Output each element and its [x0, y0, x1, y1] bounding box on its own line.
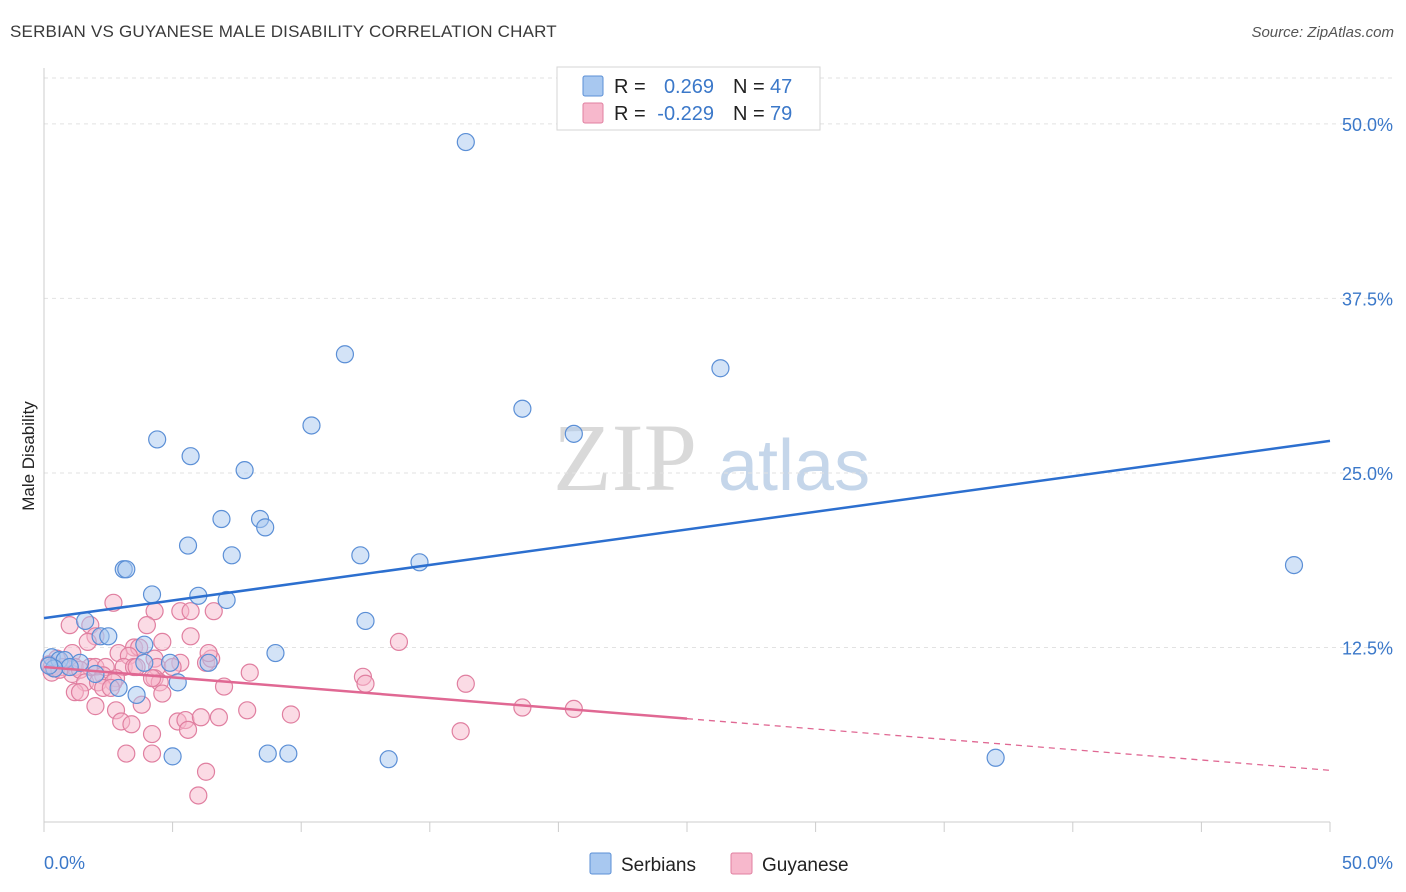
guyanese-points	[40, 593, 583, 805]
guyanese-point	[178, 720, 198, 739]
guyanese-trend-extension	[686, 718, 1331, 771]
guyanese-point	[389, 632, 409, 651]
serbians-trend-line	[43, 439, 1331, 620]
serbian-point	[135, 653, 154, 672]
guyanese-point	[281, 705, 301, 724]
chart-title: SERBIAN VS GUYANESE MALE DISABILITY CORR…	[10, 22, 557, 41]
stats-legend: R = 0.269 N = 47 R = -0.229 N = 79	[556, 66, 821, 131]
serbian-point	[266, 643, 285, 663]
serbian-point	[178, 536, 198, 555]
guyanese-point	[513, 698, 532, 717]
serbian-point	[148, 430, 167, 449]
serbian-point	[711, 359, 730, 378]
y-axis-label: Male Disability	[19, 401, 38, 511]
guyanese-point	[137, 616, 156, 635]
serbian-point	[40, 656, 59, 675]
serbian-point	[351, 546, 370, 565]
guyanese-n-label: N =	[733, 103, 765, 125]
serbians-points	[40, 132, 1304, 769]
guyanese-point	[60, 616, 79, 635]
guyanese-point	[209, 708, 228, 727]
serbian-point	[135, 635, 154, 654]
source-label: Source: ZipAtlas.com	[1251, 24, 1394, 41]
guyanese-point	[204, 602, 223, 621]
serbian-point	[60, 657, 79, 677]
guyanese-r-value: -0.229	[657, 103, 714, 125]
series-legend: Serbians Guyanese	[589, 852, 849, 876]
serbians-n-value: 47	[770, 76, 792, 98]
serbian-point	[379, 750, 398, 769]
serbian-point	[279, 744, 298, 763]
serbian-point	[212, 509, 231, 529]
y-tick-label: 37.5%	[1342, 289, 1393, 309]
watermark-atlas: atlas	[718, 426, 870, 506]
serbian-point	[256, 518, 275, 537]
guyanese-point	[142, 744, 162, 763]
serbian-point	[117, 560, 136, 579]
serbian-point	[513, 399, 532, 418]
serbians-r-label: R =	[614, 76, 646, 98]
x-tick-label-max: 50.0%	[1342, 853, 1393, 873]
serbian-point	[986, 748, 1005, 767]
y-tick-label: 12.5%	[1342, 638, 1393, 658]
serbian-point	[217, 590, 236, 610]
y-tick-label: 25.0%	[1342, 464, 1393, 484]
guyanese-point	[86, 697, 105, 716]
serbian-point	[142, 585, 162, 604]
guyanese-point	[240, 663, 259, 682]
x-tick-label-min: 0.0%	[44, 853, 85, 873]
guyanese-point	[181, 627, 200, 646]
guyanese-point	[142, 669, 162, 688]
serbian-point	[127, 685, 146, 705]
guyanese-point	[356, 674, 375, 693]
guyanese-point	[189, 786, 208, 805]
serbian-point	[1284, 555, 1304, 575]
guyanese-point	[191, 708, 210, 727]
serbian-point	[456, 132, 475, 152]
legend-guyanese-label: Guyanese	[762, 855, 849, 876]
serbian-point	[109, 678, 128, 698]
guyanese-point	[153, 684, 172, 703]
serbian-point	[76, 611, 95, 631]
guyanese-point	[70, 683, 90, 702]
watermark-zip: ZIP	[553, 404, 697, 511]
serbian-point	[335, 345, 355, 364]
guyanese-point	[238, 701, 257, 720]
guyanese-point	[153, 632, 172, 651]
serbian-point	[222, 546, 241, 565]
y-axis-tick-labels: 12.5% 25.0% 37.5% 50.0%	[1342, 115, 1393, 659]
serbian-point	[99, 627, 118, 646]
y-tick-label: 50.0%	[1342, 115, 1393, 135]
serbians-swatch	[582, 75, 604, 97]
serbian-point	[302, 416, 321, 435]
guyanese-point	[181, 602, 200, 621]
x-axis-ticks	[43, 822, 1331, 832]
legend-serbians-label: Serbians	[621, 855, 696, 876]
serbian-point	[160, 653, 180, 672]
serbian-point	[564, 424, 583, 443]
guyanese-point	[122, 715, 141, 734]
guyanese-n-value: 79	[770, 103, 792, 125]
guyanese-point	[456, 674, 475, 693]
serbians-r-value: 0.269	[664, 76, 714, 98]
serbian-point	[86, 664, 105, 684]
serbians-n-label: N =	[733, 76, 765, 98]
trend-lines	[43, 439, 1331, 771]
serbian-point	[356, 611, 375, 631]
serbian-point	[181, 447, 200, 466]
guyanese-swatch	[582, 102, 604, 124]
serbian-point	[235, 461, 254, 480]
guyanese-r-label: R =	[614, 103, 646, 125]
legend-serbians-swatch	[589, 852, 612, 875]
guyanese-point	[142, 724, 162, 744]
guyanese-point	[196, 762, 216, 781]
guyanese-point	[451, 722, 470, 741]
serbian-point	[199, 653, 218, 672]
legend-guyanese-swatch	[730, 852, 753, 875]
guyanese-point	[117, 744, 136, 763]
serbian-point	[163, 747, 182, 766]
guyanese-trend-line	[43, 665, 688, 720]
serbian-point	[258, 744, 277, 763]
